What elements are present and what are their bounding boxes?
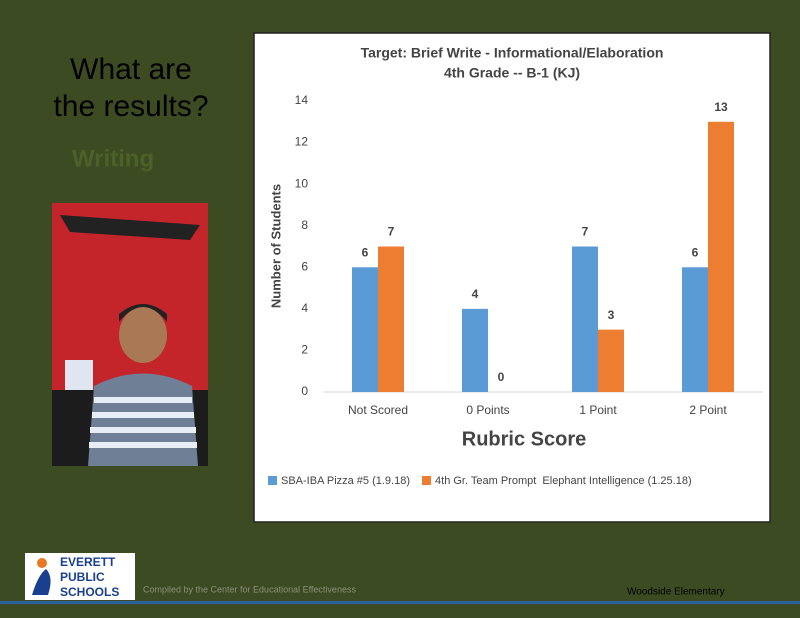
y-tick-label: 6 [301, 259, 308, 273]
logo-text: SCHOOLS [60, 585, 119, 599]
bar [682, 267, 708, 392]
value-label: 0 [498, 370, 505, 384]
logo: EVERETT PUBLIC SCHOOLS [25, 553, 135, 600]
bar [598, 329, 624, 392]
chart-title: 4th Grade -- B-1 (KJ) [444, 65, 580, 81]
legend-swatch [268, 476, 277, 485]
value-label: 6 [692, 245, 699, 259]
y-tick-label: 12 [295, 135, 309, 149]
chart-title: Target: Brief Write - Informational/Elab… [361, 45, 664, 61]
y-tick-label: 0 [301, 384, 308, 398]
y-tick-label: 14 [295, 93, 309, 107]
legend-label: SBA-IBA Pizza #5 (1.9.18) [281, 475, 410, 487]
x-tick-label: 1 Point [579, 403, 617, 417]
bar [462, 308, 488, 392]
value-label: 6 [362, 245, 369, 259]
y-tick-label: 8 [301, 218, 308, 232]
logo-text: EVERETT [60, 555, 116, 569]
value-label: 3 [608, 308, 615, 322]
value-label: 7 [388, 225, 395, 239]
x-axis-title: Rubric Score [462, 428, 586, 450]
bar [708, 121, 734, 393]
x-tick-label: 0 Points [466, 403, 509, 417]
photo [52, 203, 208, 466]
y-tick-label: 2 [301, 343, 308, 357]
value-label: 13 [714, 100, 728, 114]
y-axis-title: Number of Students [268, 184, 283, 308]
bar [572, 246, 598, 392]
bar [378, 246, 404, 392]
legend-swatch [422, 476, 432, 485]
bar [352, 267, 378, 392]
value-label: 7 [582, 225, 589, 239]
heading: the results? [53, 90, 208, 123]
x-tick-label: Not Scored [348, 403, 408, 417]
footer-line [0, 601, 800, 604]
y-tick-label: 4 [301, 301, 308, 315]
credit: Compiled by the Center for Educational E… [143, 584, 356, 594]
school: Woodside Elementary [627, 587, 725, 598]
chart: Target: Brief Write - Informational/Elab… [268, 45, 763, 487]
logo-text: PUBLIC [60, 570, 105, 584]
x-tick-label: 2 Point [689, 403, 727, 417]
legend-label: 4th Gr. Team Prompt Elephant Intelligenc… [435, 475, 692, 487]
heading: What are [70, 53, 192, 86]
value-label: 4 [472, 287, 479, 301]
y-tick-label: 10 [295, 176, 309, 190]
subheading: Writing [72, 145, 154, 172]
